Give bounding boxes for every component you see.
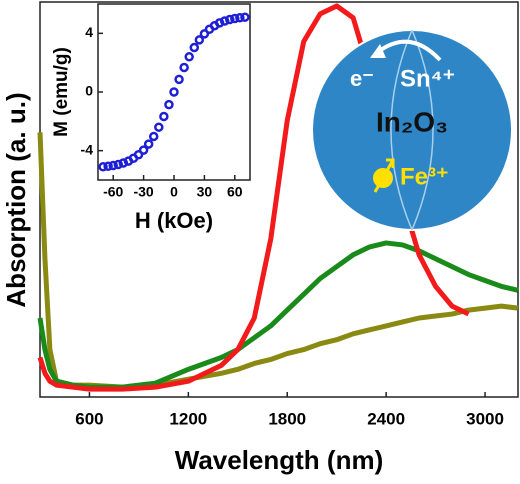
inset-frame xyxy=(97,3,251,181)
x-tick-label: -30 xyxy=(133,184,153,200)
data-point xyxy=(113,159,124,170)
data-point xyxy=(199,29,210,39)
x-tick-label: 3000 xyxy=(466,409,504,428)
annotation: Fe³⁺ xyxy=(400,163,449,190)
y-tick-label: 4 xyxy=(85,24,93,40)
x-tick-label: 2400 xyxy=(367,409,405,428)
x-tick-label: 30 xyxy=(197,184,213,200)
data-point xyxy=(219,16,230,26)
data-point xyxy=(189,42,200,53)
inset-x-label: H (kOe) xyxy=(135,208,213,233)
annotation: Sn⁴⁺ xyxy=(400,65,455,92)
data-point xyxy=(148,131,159,142)
y-tick-label: -4 xyxy=(81,141,94,157)
inset-plot: -60 -30 0 30 60 -4 0 4 xyxy=(81,12,250,200)
data-point xyxy=(159,111,169,122)
plot-frame xyxy=(39,1,519,398)
data-point xyxy=(169,87,179,97)
data-point xyxy=(143,139,154,149)
data-point xyxy=(138,145,149,155)
data-point xyxy=(194,35,205,45)
y-tick-label: 0 xyxy=(85,83,93,99)
data-point xyxy=(240,12,250,22)
data-point xyxy=(174,74,184,85)
x-tick-label: 0 xyxy=(170,184,178,200)
data-point xyxy=(108,160,118,171)
data-point xyxy=(224,14,235,25)
data-point xyxy=(179,62,189,73)
data-point xyxy=(230,13,240,24)
x-tick-label: -60 xyxy=(103,184,123,200)
annotation: e⁻ xyxy=(350,66,374,91)
data-point xyxy=(98,162,108,172)
inset-y-label: M (emu/g) xyxy=(51,47,72,137)
data-point xyxy=(103,161,113,171)
x-tick-label: 60 xyxy=(227,184,243,200)
annotation: In₂O₃ xyxy=(376,106,448,137)
y-axis-label: Absorption (a. u.) xyxy=(1,92,31,307)
x-axis-label: Wavelength (nm) xyxy=(175,445,383,475)
data-point xyxy=(184,52,194,62)
x-tick-label: 1800 xyxy=(268,409,306,428)
x-tick-label: 600 xyxy=(75,409,103,428)
spin-arrow xyxy=(373,158,395,193)
arrow-head xyxy=(370,44,386,58)
x-tick-label: 1200 xyxy=(169,409,207,428)
data-point xyxy=(154,122,164,132)
data-point xyxy=(133,150,144,160)
data-point xyxy=(235,13,245,23)
data-point xyxy=(164,99,174,110)
diagram: e⁻ Sn⁴⁺ In₂O₃ Fe³⁺ xyxy=(311,29,513,231)
sphere-lines xyxy=(390,29,434,231)
electron-arrow xyxy=(376,39,442,62)
